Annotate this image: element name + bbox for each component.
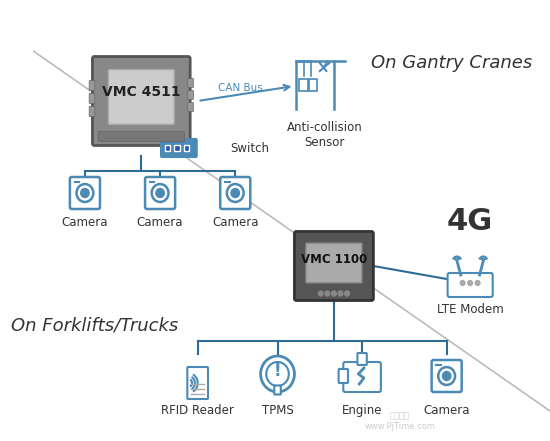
Circle shape [338, 291, 343, 296]
Text: Anti-collision
Sensor: Anti-collision Sensor [287, 121, 362, 149]
FancyBboxPatch shape [294, 232, 373, 300]
FancyBboxPatch shape [98, 131, 184, 142]
Circle shape [325, 291, 329, 296]
Text: On Gantry Cranes: On Gantry Cranes [371, 54, 532, 72]
FancyBboxPatch shape [309, 79, 317, 91]
FancyBboxPatch shape [89, 106, 95, 116]
Text: !: ! [274, 362, 282, 380]
FancyBboxPatch shape [220, 177, 250, 209]
Text: Camera: Camera [424, 404, 470, 417]
Text: Camera: Camera [137, 216, 183, 229]
FancyBboxPatch shape [188, 102, 194, 112]
FancyBboxPatch shape [343, 362, 381, 392]
FancyBboxPatch shape [145, 177, 175, 209]
Circle shape [475, 280, 480, 285]
FancyBboxPatch shape [358, 353, 367, 365]
FancyBboxPatch shape [339, 369, 348, 383]
Text: VMC 1100: VMC 1100 [301, 253, 367, 266]
Circle shape [442, 371, 451, 381]
Circle shape [345, 291, 349, 296]
Circle shape [468, 280, 472, 285]
FancyBboxPatch shape [108, 70, 174, 124]
FancyBboxPatch shape [165, 145, 170, 151]
Circle shape [156, 188, 164, 198]
Circle shape [76, 184, 94, 202]
Circle shape [460, 280, 465, 285]
Circle shape [318, 291, 323, 296]
Circle shape [332, 291, 336, 296]
Text: TPMS: TPMS [262, 404, 293, 417]
FancyBboxPatch shape [70, 177, 100, 209]
FancyBboxPatch shape [299, 79, 307, 91]
FancyBboxPatch shape [161, 139, 197, 157]
FancyBboxPatch shape [89, 81, 95, 90]
FancyBboxPatch shape [89, 93, 95, 104]
Text: 4G: 4G [447, 206, 493, 235]
Text: VMC 4511: VMC 4511 [102, 85, 180, 99]
FancyBboxPatch shape [306, 243, 362, 283]
Text: RFID Reader: RFID Reader [161, 404, 234, 417]
FancyBboxPatch shape [274, 385, 281, 395]
Text: 投影时代
www.PjTime.com: 投影时代 www.PjTime.com [364, 411, 435, 431]
Text: Camera: Camera [62, 216, 108, 229]
FancyBboxPatch shape [188, 90, 194, 100]
Circle shape [231, 188, 239, 198]
Text: Engine: Engine [342, 404, 382, 417]
Circle shape [81, 188, 89, 198]
Text: CAN Bus: CAN Bus [218, 83, 262, 93]
FancyBboxPatch shape [184, 145, 189, 151]
FancyBboxPatch shape [188, 78, 194, 87]
Circle shape [227, 184, 244, 202]
FancyBboxPatch shape [432, 360, 461, 392]
FancyBboxPatch shape [92, 56, 190, 146]
Text: On Forklifts/Trucks: On Forklifts/Trucks [10, 317, 178, 335]
FancyBboxPatch shape [448, 273, 493, 297]
Text: LTE Modem: LTE Modem [437, 303, 503, 316]
FancyBboxPatch shape [188, 367, 208, 399]
Circle shape [438, 367, 455, 385]
Circle shape [152, 184, 168, 202]
Text: Switch: Switch [230, 142, 270, 154]
Text: Camera: Camera [212, 216, 258, 229]
FancyBboxPatch shape [174, 145, 180, 151]
